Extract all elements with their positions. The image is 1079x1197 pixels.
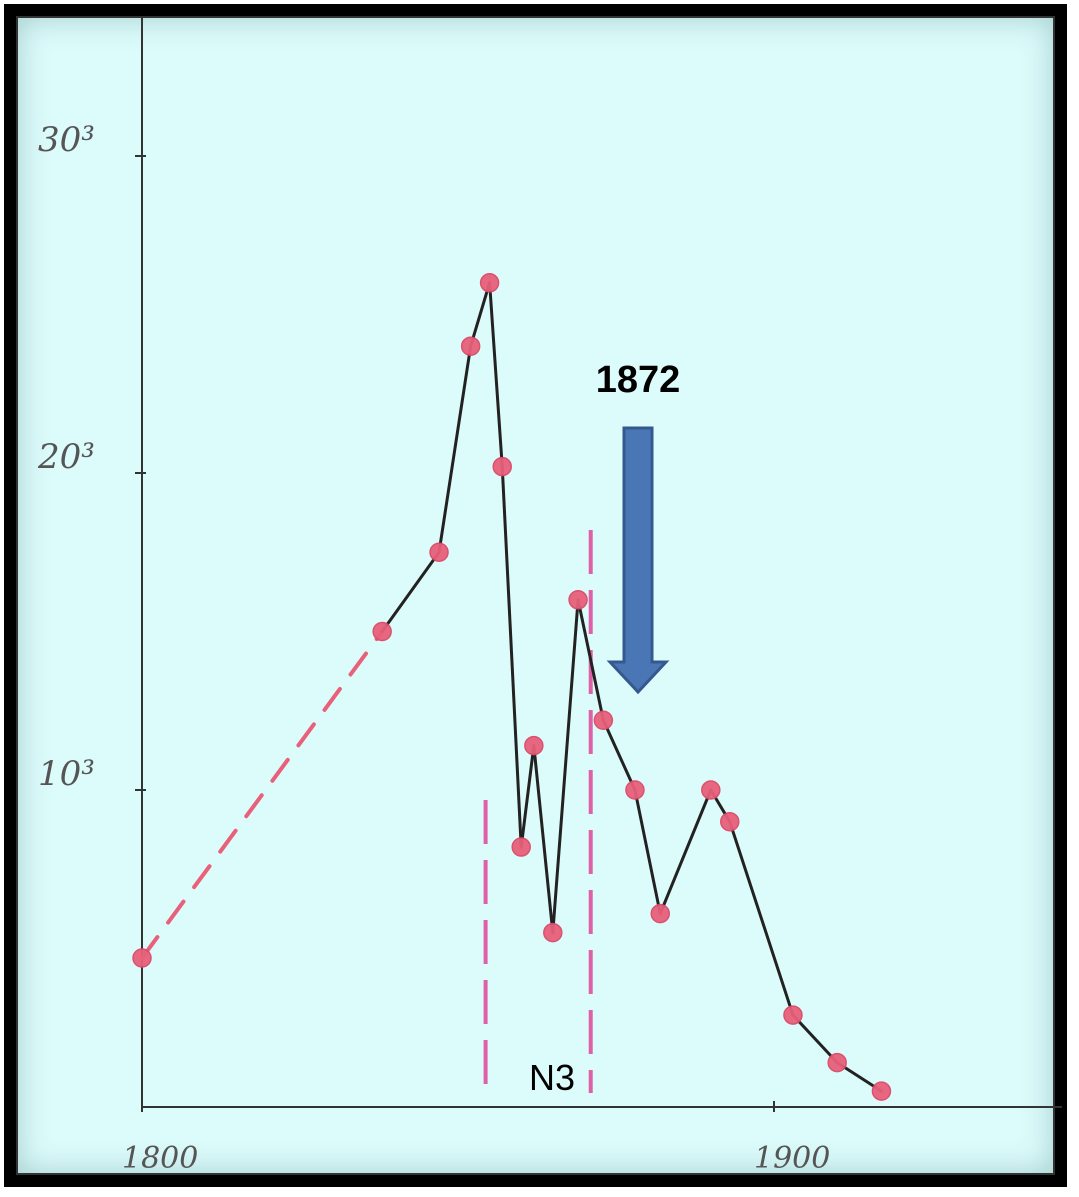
data-points bbox=[132, 273, 892, 1101]
data-point bbox=[783, 1005, 803, 1025]
chart-frame bbox=[4, 4, 1067, 1187]
series-segment bbox=[791, 1013, 839, 1065]
chart-panel bbox=[16, 16, 1055, 1175]
axes bbox=[135, 18, 1062, 1112]
y-tick-label: 10³ bbox=[38, 754, 95, 794]
x-tick-label: 1900 bbox=[754, 1141, 830, 1176]
data-point bbox=[593, 710, 614, 731]
annotation-n3-label: N3 bbox=[529, 1057, 575, 1098]
data-point bbox=[543, 922, 563, 943]
y-tick-label: 30³ bbox=[38, 120, 95, 160]
data-point bbox=[701, 780, 721, 800]
data-point bbox=[568, 590, 588, 610]
data-point bbox=[492, 456, 512, 477]
series-segment bbox=[576, 598, 605, 722]
data-point bbox=[511, 837, 531, 857]
series-segment bbox=[601, 718, 637, 792]
data-point bbox=[460, 336, 481, 356]
arrow-down-icon bbox=[606, 426, 670, 695]
x-tick-label: 1800 bbox=[122, 1141, 198, 1176]
y-tick-label: 20³ bbox=[37, 437, 95, 477]
series-segment bbox=[519, 744, 536, 849]
annotation-1872-label: 1872 bbox=[596, 359, 681, 401]
data-point bbox=[827, 1052, 847, 1073]
data-point bbox=[720, 811, 740, 832]
series-segment bbox=[380, 550, 441, 633]
series-segment bbox=[532, 744, 555, 935]
data-point bbox=[372, 621, 392, 642]
data-point bbox=[524, 735, 544, 756]
data-point bbox=[650, 903, 670, 924]
series-segment bbox=[633, 788, 662, 916]
series-segment bbox=[437, 344, 473, 554]
reference-lines bbox=[483, 530, 593, 1093]
series-segment bbox=[140, 629, 385, 961]
series-segment bbox=[658, 788, 713, 916]
data-point bbox=[625, 780, 645, 800]
series-line bbox=[140, 281, 883, 1093]
series-segment bbox=[551, 598, 580, 935]
series-segment bbox=[469, 281, 492, 348]
data-point bbox=[132, 948, 152, 968]
data-point bbox=[479, 273, 500, 293]
data-point bbox=[871, 1081, 892, 1101]
tick-labels: 10³ 20³ 30³ 1800 1900 bbox=[37, 120, 830, 1176]
series-segment bbox=[488, 281, 504, 469]
annotations: 1872 N3 bbox=[529, 359, 680, 1098]
series-segment bbox=[728, 820, 795, 1017]
data-point bbox=[429, 542, 449, 562]
series-segment bbox=[500, 465, 523, 849]
